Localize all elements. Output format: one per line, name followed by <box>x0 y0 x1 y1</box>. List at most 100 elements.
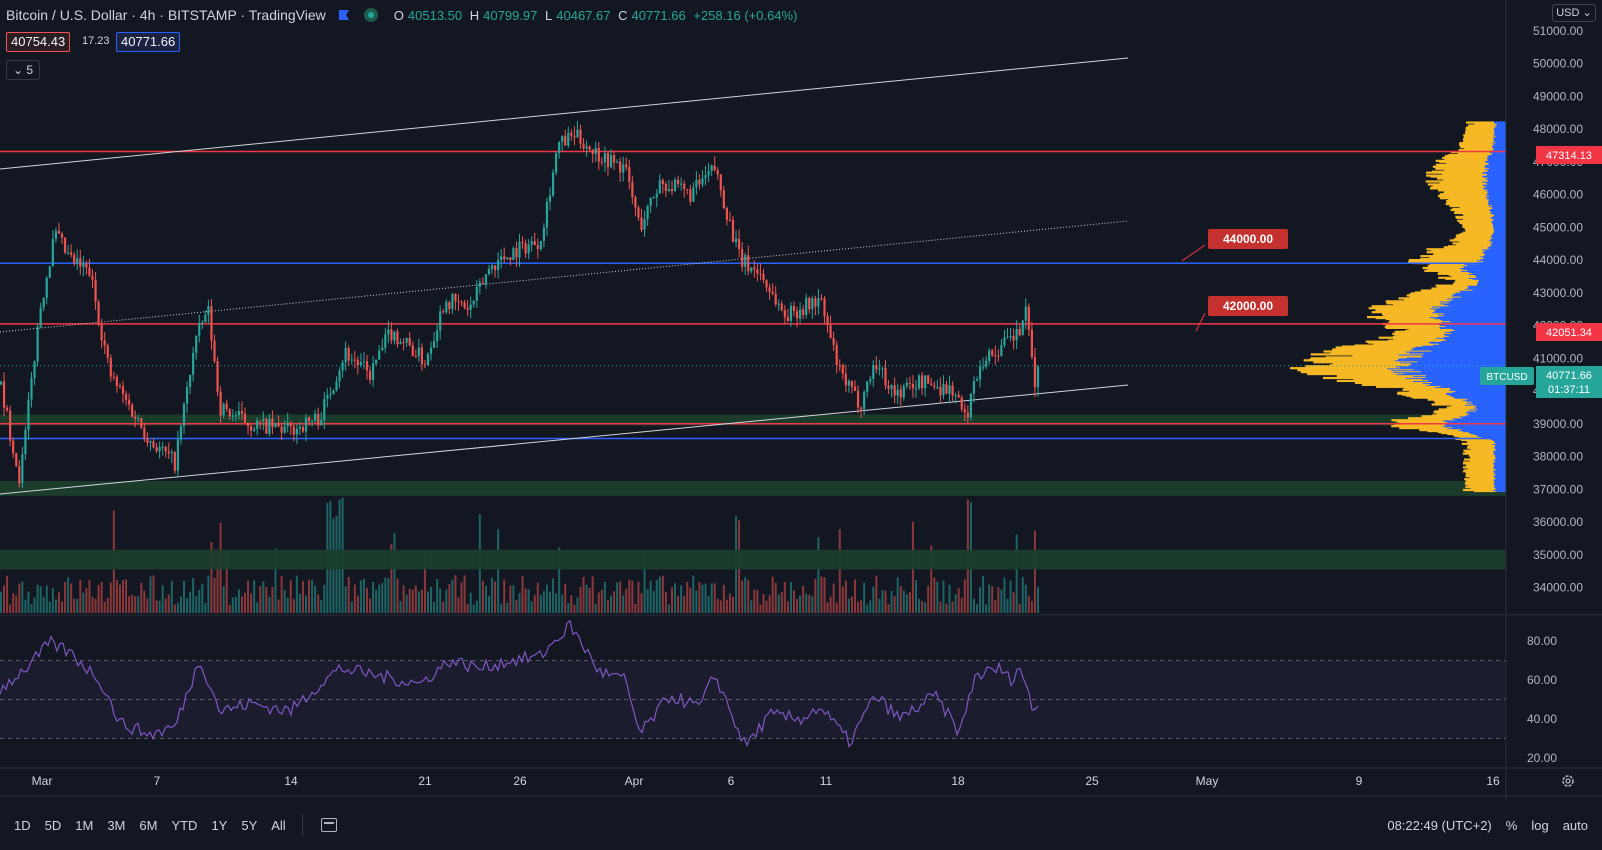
volume-bar <box>167 594 170 613</box>
range-6m[interactable]: 6M <box>139 817 158 833</box>
volume-bar <box>579 586 582 613</box>
volume-bar <box>137 596 140 613</box>
candle-body <box>307 417 311 422</box>
volume-bar <box>1033 530 1036 613</box>
volume-bar <box>707 596 710 613</box>
open-value: 40513.50 <box>407 7 463 23</box>
zone-1 <box>0 481 1506 496</box>
flag-icon[interactable] <box>338 9 350 21</box>
candle-body <box>856 390 860 408</box>
candle-body <box>1021 320 1024 336</box>
volume-bar <box>634 603 637 613</box>
volume-bar <box>262 581 265 613</box>
volume-bar <box>509 585 512 613</box>
time-tick-label: 9 <box>1356 774 1363 788</box>
candle-body <box>1003 337 1006 345</box>
volume-bar <box>152 575 155 613</box>
candle-body <box>445 302 448 313</box>
volume-bar <box>979 587 982 613</box>
candle-body <box>9 410 12 441</box>
market-status-icon[interactable] <box>363 8 378 22</box>
time-axis[interactable]: Mar 7 14 21 26 Apr 6 11 18 25 May 9 16 <box>32 774 1500 788</box>
volume-bar <box>247 580 250 613</box>
clock-timezone[interactable]: 08:22:49 (UTC+2) <box>1387 817 1492 833</box>
pane-separators <box>0 0 1602 800</box>
candle-body <box>579 129 582 144</box>
volume-bar <box>271 587 274 613</box>
candle-body <box>173 452 176 471</box>
volume-bar <box>994 600 997 613</box>
volume-bar <box>384 577 387 613</box>
currency-select[interactable]: USD ⌄ <box>1552 4 1596 22</box>
price-tick-label: 46000.00 <box>1533 188 1583 202</box>
volume-bar <box>667 604 670 613</box>
calendar-icon[interactable] <box>320 818 337 832</box>
gear-icon[interactable] <box>1560 773 1576 789</box>
time-tick-label: 21 <box>418 774 432 788</box>
candle-body <box>606 153 610 168</box>
candle-body <box>484 274 488 285</box>
volume-bar <box>716 598 719 613</box>
candle-body <box>933 385 936 387</box>
candle-body <box>957 394 960 398</box>
indicators-collapse-button[interactable]: ⌄ 5 <box>6 60 41 80</box>
green-zones <box>0 414 1506 570</box>
volume-bar <box>985 604 988 613</box>
volume-bar <box>420 589 423 613</box>
range-5d[interactable]: 5D <box>44 817 62 833</box>
range-all[interactable]: All <box>271 817 286 833</box>
candle-body <box>951 385 954 396</box>
candle-body <box>414 356 417 358</box>
candle-body <box>170 452 173 454</box>
range-3m[interactable]: 3M <box>107 817 126 833</box>
range-ytd[interactable]: YTD <box>171 817 198 833</box>
volume-bar <box>311 579 314 613</box>
log-toggle[interactable]: log <box>1531 817 1549 833</box>
volume-bar <box>103 601 106 613</box>
price-axis[interactable]: 51000.0050000.0049000.0048000.0047000.00… <box>1533 24 1583 595</box>
symbol-title[interactable]: Bitcoin / U.S. Dollar · 4h · BITSTAMP · … <box>6 7 326 23</box>
candle-body <box>237 410 240 416</box>
annotation-44000[interactable]: 44000.00 <box>1181 229 1288 262</box>
candle-body <box>207 306 210 315</box>
volume-bar <box>6 575 9 613</box>
trend-channel[interactable] <box>0 57 1129 495</box>
volume-bar <box>796 599 799 613</box>
range-1d[interactable]: 1D <box>14 817 31 833</box>
volume-bar <box>933 577 936 613</box>
candle-body <box>1033 357 1037 388</box>
candle-body <box>728 219 732 221</box>
volume-bar <box>799 595 802 613</box>
rsi-tick-label: 40.00 <box>1527 712 1557 726</box>
volume-bar <box>359 580 362 613</box>
candle-body <box>893 385 896 396</box>
volume-bar <box>350 601 353 613</box>
time-tick-label: 25 <box>1085 774 1099 788</box>
candle-body <box>67 252 70 254</box>
candle-body <box>780 303 783 311</box>
zone-2 <box>0 549 1506 570</box>
vp-bar <box>1465 121 1494 124</box>
candle-body <box>616 161 619 163</box>
volume-bar <box>1027 596 1030 613</box>
buy-button[interactable]: 40771.66 <box>116 32 181 52</box>
volume-bar <box>878 598 881 613</box>
volume-bar <box>524 588 527 613</box>
horizontal-levels[interactable] <box>0 150 1506 440</box>
range-5y[interactable]: 5Y <box>241 817 258 833</box>
volume-bar <box>972 598 975 613</box>
sell-button[interactable]: 40754.43 <box>6 32 71 52</box>
price-tick-label: 35000.00 <box>1533 548 1583 562</box>
volume-bar <box>640 593 643 613</box>
annotation-42000[interactable]: 42000.00 <box>1195 296 1288 332</box>
rsi-axis[interactable]: 80.00 60.00 40.00 20.00 <box>1527 634 1557 765</box>
auto-toggle[interactable]: auto <box>1562 817 1588 833</box>
range-1m[interactable]: 1M <box>75 817 94 833</box>
candle-body <box>762 273 765 280</box>
range-1y[interactable]: 1Y <box>211 817 228 833</box>
candle-body <box>975 379 979 382</box>
percent-toggle[interactable]: % <box>1505 817 1518 833</box>
volume-bar <box>222 586 225 613</box>
candle-body <box>817 298 820 307</box>
